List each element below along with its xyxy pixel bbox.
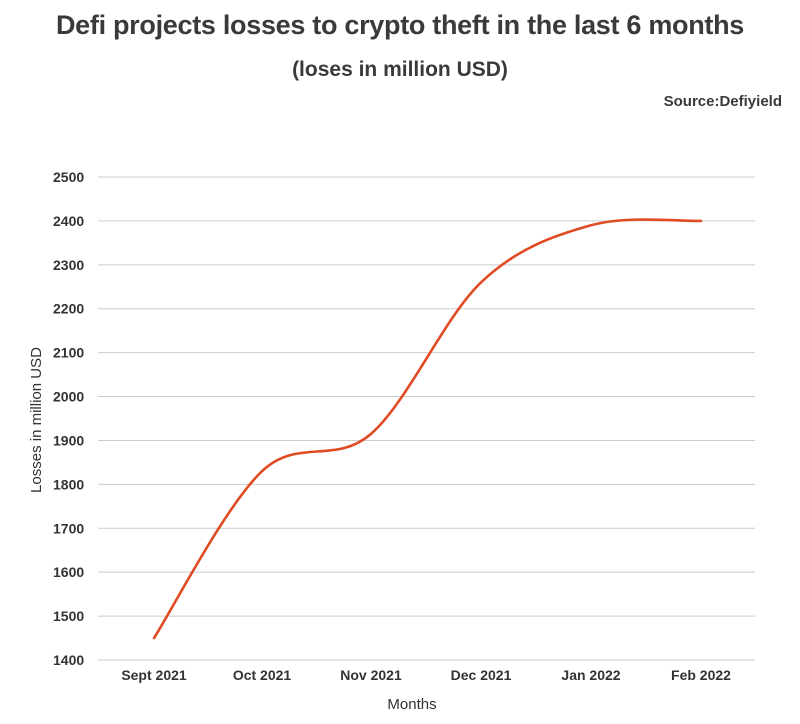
x-tick-label: Oct 2021 [233, 667, 292, 683]
y-tick-label: 2100 [53, 345, 84, 361]
y-tick-label: 1600 [53, 564, 84, 580]
y-tick-label: 1900 [53, 432, 84, 448]
y-tick-label: 1500 [53, 608, 84, 624]
y-tick-label: 1400 [53, 652, 84, 668]
x-tick-label: Jan 2022 [561, 667, 620, 683]
x-tick-label: Sept 2021 [121, 667, 187, 683]
source-note: Source:Defiyield [663, 93, 782, 110]
x-axis-ticks: Sept 2021 Oct 2021 Nov 2021 Dec 2021 Jan 202… [121, 667, 731, 683]
x-tick-label: Nov 2021 [340, 667, 402, 683]
x-tick-label: Feb 2022 [671, 667, 731, 683]
series-layer [152, 218, 703, 640]
y-tick-label: 2300 [53, 257, 84, 273]
y-tick-label: 2000 [53, 389, 84, 405]
y-axis-title: Losses in million USD [28, 347, 45, 493]
chart-title: Defi projects losses to crypto theft in … [55, 10, 745, 40]
x-tick-label: Dec 2021 [451, 667, 512, 683]
y-tick-label: 2200 [53, 301, 84, 317]
y-axis-ticks: 1400 1500 1600 1700 1800 1900 2000 2100 2200 2300… [53, 169, 84, 668]
gridlines [98, 176, 755, 661]
y-tick-label: 2500 [53, 169, 84, 185]
y-tick-label: 2400 [53, 213, 84, 229]
x-axis-title: Months [387, 696, 436, 713]
series-line [152, 218, 703, 640]
y-tick-label: 1700 [53, 520, 84, 536]
y-tick-label: 1800 [53, 476, 84, 492]
chart-subtitle: (loses in million USD) [292, 58, 508, 81]
